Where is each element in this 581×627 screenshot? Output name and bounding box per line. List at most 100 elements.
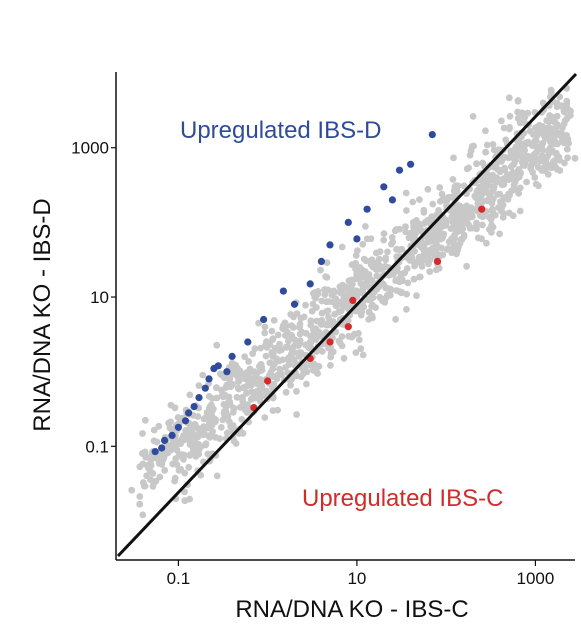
grey-point <box>449 176 457 183</box>
grey-point <box>218 371 225 379</box>
grey-point <box>307 321 315 329</box>
grey-point <box>466 151 474 159</box>
grey-point <box>276 365 283 373</box>
red-point <box>478 205 486 213</box>
grey-point <box>473 219 480 227</box>
grey-point <box>191 420 199 428</box>
grey-point <box>204 423 212 430</box>
grey-point <box>444 194 452 201</box>
grey-point <box>345 277 353 285</box>
grey-point <box>395 275 403 283</box>
grey-point <box>310 326 317 334</box>
grey-point <box>486 225 493 233</box>
grey-point <box>204 450 212 458</box>
grey-point <box>498 117 505 125</box>
grey-point <box>284 328 291 336</box>
grey-point <box>411 262 418 270</box>
grey-point <box>171 404 179 412</box>
grey-point <box>330 298 337 306</box>
grey-point <box>317 266 324 274</box>
blue-point <box>158 444 166 452</box>
blue-point <box>190 403 198 411</box>
grey-point <box>516 207 524 215</box>
grey-point <box>367 235 375 243</box>
grey-point <box>341 285 349 293</box>
grey-point <box>393 287 400 294</box>
grey-point <box>373 272 381 280</box>
grey-point <box>365 308 373 316</box>
grey-point <box>293 372 300 380</box>
grey-point <box>290 342 298 350</box>
red-point <box>326 338 334 346</box>
grey-point <box>185 432 193 440</box>
grey-point <box>424 185 432 193</box>
grey-point <box>351 330 358 338</box>
x-tick-label: 10 <box>347 569 366 588</box>
x-ticks: 0.1 10 1000 <box>167 560 554 588</box>
grey-point <box>496 190 503 198</box>
grey-point <box>409 219 417 226</box>
grey-point <box>146 467 154 475</box>
blue-point <box>407 160 415 168</box>
blue-point <box>306 280 314 288</box>
grey-point <box>438 190 446 198</box>
grey-point <box>490 146 498 154</box>
grey-point <box>428 237 436 245</box>
grey-point <box>477 192 484 200</box>
grey-point <box>318 297 326 305</box>
grey-point <box>239 393 247 401</box>
blue-point <box>363 205 371 213</box>
grey-point <box>493 178 501 186</box>
grey-point <box>205 393 213 400</box>
grey-point <box>241 401 249 409</box>
grey-point <box>323 274 331 281</box>
grey-point <box>538 140 546 148</box>
x-tick-label: 1000 <box>516 569 554 588</box>
grey-point <box>274 331 282 339</box>
grey-point <box>313 317 321 325</box>
grey-point <box>360 303 368 311</box>
grey-point <box>238 416 246 423</box>
grey-point <box>460 182 468 190</box>
grey-point <box>460 233 468 241</box>
grey-point <box>158 461 166 468</box>
grey-point <box>426 268 434 275</box>
grey-point <box>230 405 238 413</box>
blue-point <box>260 315 268 324</box>
grey-point <box>454 246 461 254</box>
grey-point <box>556 129 564 137</box>
grey-point <box>485 213 493 221</box>
grey-point <box>181 488 188 496</box>
grey-point <box>355 336 363 344</box>
grey-point <box>500 178 507 186</box>
red-point <box>344 323 352 331</box>
grey-point <box>327 362 334 369</box>
grey-point <box>128 486 136 494</box>
grey-point <box>243 369 251 376</box>
grey-point <box>547 86 555 94</box>
grey-point <box>340 295 348 302</box>
grey-point <box>517 118 524 126</box>
y-axis-title: RNA/DNA KO - IBS-D <box>29 198 56 431</box>
grey-point <box>563 145 571 153</box>
grey-point <box>340 354 348 362</box>
grey-point <box>366 275 373 283</box>
grey-point <box>383 284 390 292</box>
grey-point <box>489 171 496 179</box>
grey-point <box>524 138 532 146</box>
grey-point <box>312 335 319 343</box>
grey-point <box>354 307 362 314</box>
grey-point <box>270 373 277 381</box>
grey-point <box>534 144 542 151</box>
grey-point <box>426 256 434 264</box>
grey-point <box>505 209 513 217</box>
grey-point <box>269 335 277 342</box>
blue-point <box>201 384 209 392</box>
grey-point <box>478 235 485 243</box>
grey-point <box>303 380 310 388</box>
grey-point <box>361 268 369 276</box>
grey-point <box>482 127 489 135</box>
grey-point <box>262 352 270 360</box>
grey-point <box>243 382 251 390</box>
grey-point <box>207 401 215 409</box>
